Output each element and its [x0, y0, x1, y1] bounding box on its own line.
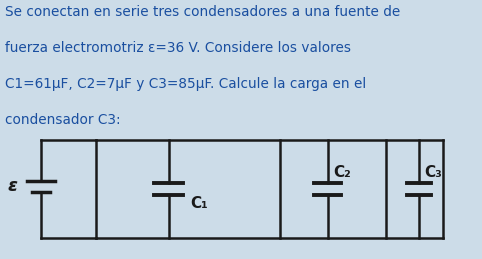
- Text: ε: ε: [7, 177, 17, 196]
- Text: Se conectan en serie tres condensadores a una fuente de: Se conectan en serie tres condensadores …: [5, 5, 400, 19]
- Text: C₂: C₂: [334, 165, 351, 180]
- Text: condensador C3:: condensador C3:: [5, 113, 120, 127]
- Text: fuerza electromotriz ε=36 V. Considere los valores: fuerza electromotriz ε=36 V. Considere l…: [5, 41, 351, 55]
- Text: C₁: C₁: [190, 196, 208, 211]
- Text: C₃: C₃: [424, 165, 442, 180]
- Text: C1=61μF, C2=7μF y C3=85μF. Calcule la carga en el: C1=61μF, C2=7μF y C3=85μF. Calcule la ca…: [5, 77, 366, 91]
